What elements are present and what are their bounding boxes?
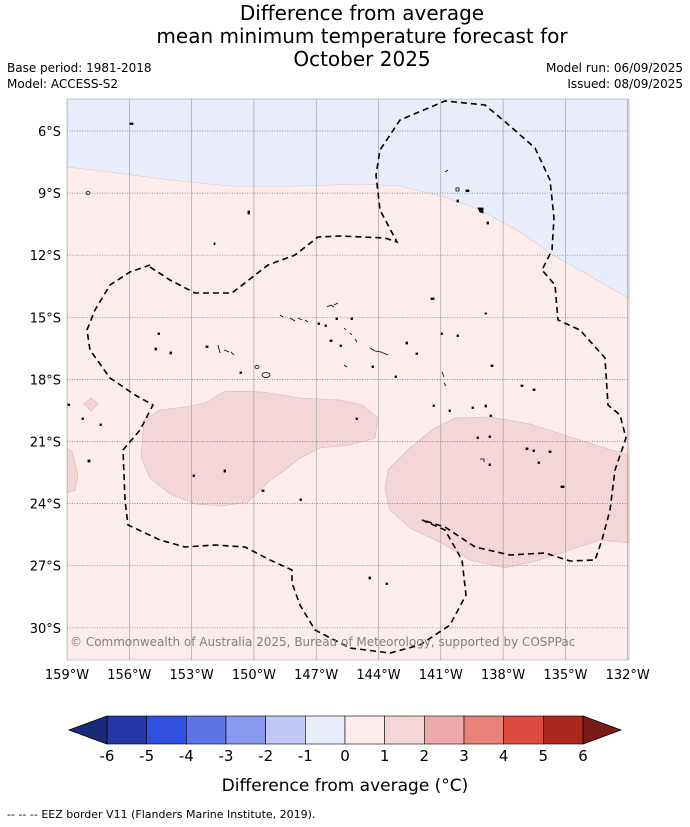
colorbar-tick-label: -5 bbox=[139, 747, 154, 765]
run-info: Model run: 06/09/2025 Issued: 08/09/2025 bbox=[546, 60, 683, 92]
anomaly-1-to-2-area-small bbox=[83, 397, 99, 412]
colorbar-tick-label: 6 bbox=[578, 747, 588, 765]
model-run-date: Model run: 06/09/2025 bbox=[545, 61, 683, 75]
colorbar-tick-label: 2 bbox=[420, 747, 430, 765]
latitude-label: 30°S bbox=[30, 622, 61, 637]
latitude-label: 21°S bbox=[30, 436, 61, 451]
latitude-labels: 6°S 9°S 12°S 15°S 18°S 21°S 24°S 27°S 30°S bbox=[30, 125, 61, 637]
colorbar-segment bbox=[344, 715, 385, 745]
colorbar-tick-labels: -6 -5 -4 -3 -2 -1 0 1 2 3 4 5 6 bbox=[100, 747, 588, 765]
longitude-label: 141°W bbox=[419, 668, 463, 683]
longitude-label: 138°W bbox=[481, 668, 525, 683]
longitude-label: 147°W bbox=[294, 668, 338, 683]
eez-legend-line-sample: -- -- -- bbox=[7, 808, 42, 821]
colorbar-segment bbox=[543, 715, 584, 745]
colorbar: -6 -5 -4 -3 -2 -1 0 1 2 3 4 5 6 Difference from aver… bbox=[67, 715, 623, 796]
eez-legend: -- -- -- EEZ border V11 (Flanders Marine… bbox=[7, 808, 315, 821]
latitude-label: 27°S bbox=[30, 560, 61, 575]
colorbar-segments bbox=[106, 715, 584, 745]
colorbar-low-extension bbox=[67, 715, 108, 745]
colorbar-tick-label: 1 bbox=[380, 747, 390, 765]
latitude-label: 9°S bbox=[38, 187, 61, 202]
colorbar-tick-label: -4 bbox=[179, 747, 194, 765]
colorbar-tick-label: -3 bbox=[219, 747, 234, 765]
colorbar-segment bbox=[503, 715, 544, 745]
anomaly-1-to-2-area-edge bbox=[67, 447, 79, 494]
title-line-1: Difference from average bbox=[239, 1, 485, 25]
anomaly-1-to-2-area-west bbox=[140, 390, 379, 507]
issued-date: Issued: 08/09/2025 bbox=[567, 77, 683, 91]
colorbar-segment bbox=[424, 715, 465, 745]
latitude-label: 12°S bbox=[30, 249, 61, 264]
base-period: Base period: 1981-2018 bbox=[7, 61, 152, 75]
longitude-labels: 159°W 156°W 153°W 150°W 147°W 144°W 141°W 138°W… bbox=[45, 668, 650, 683]
anomaly-neg1-to-0-area bbox=[67, 99, 629, 299]
colorbar-segment bbox=[463, 715, 504, 745]
colorbar-title: Difference from average (°C) bbox=[222, 776, 469, 796]
title-line-2: mean minimum temperature forecast for bbox=[156, 24, 568, 48]
map-title: Difference from average mean minimum tem… bbox=[0, 2, 690, 71]
colorbar-tick-label: -2 bbox=[258, 747, 273, 765]
colorbar-tick-label: 5 bbox=[539, 747, 549, 765]
longitude-label: 153°W bbox=[170, 668, 214, 683]
colorbar-tick-label: -6 bbox=[100, 747, 115, 765]
colorbar-high-extension bbox=[582, 715, 623, 745]
colorbar-segment bbox=[186, 715, 227, 745]
title-line-3: October 2025 bbox=[293, 47, 431, 71]
island-markers bbox=[67, 122, 565, 585]
latitude-label: 15°S bbox=[30, 311, 61, 326]
longitude-label: 156°W bbox=[107, 668, 151, 683]
longitude-label: 150°W bbox=[232, 668, 276, 683]
model-info: Base period: 1981-2018 Model: ACCESS-S2 bbox=[7, 60, 152, 92]
model-name: Model: ACCESS-S2 bbox=[7, 77, 119, 91]
colorbar-tick-label: 3 bbox=[459, 747, 469, 765]
eez-border-french-polynesia bbox=[149, 100, 627, 562]
eez-legend-text: EEZ border V11 (Flanders Marine Institut… bbox=[41, 808, 316, 821]
latitude-gridlines bbox=[67, 130, 629, 629]
longitude-label: 132°W bbox=[606, 668, 650, 683]
latitude-label: 6°S bbox=[38, 125, 61, 140]
colorbar-segment bbox=[106, 715, 147, 745]
colorbar-tick-label: 4 bbox=[499, 747, 509, 765]
longitude-label: 144°W bbox=[356, 668, 400, 683]
longitude-gridlines bbox=[67, 99, 629, 660]
colorbar-segment bbox=[225, 715, 266, 745]
colorbar-tick-label: -1 bbox=[298, 747, 313, 765]
eez-border-pitcairn bbox=[86, 264, 467, 654]
longitude-label: 159°W bbox=[45, 668, 89, 683]
copyright-notice: © Commonwealth of Australia 2025, Bureau… bbox=[70, 635, 575, 649]
colorbar-tick-label: 0 bbox=[340, 747, 350, 765]
map-frame bbox=[66, 98, 630, 661]
colorbar-segment bbox=[305, 715, 346, 745]
colorbar-segment bbox=[146, 715, 187, 745]
longitude-label: 135°W bbox=[543, 668, 587, 683]
colorbar-segment bbox=[265, 715, 306, 745]
map-panel: © Commonwealth of Australia 2025, Bureau… bbox=[67, 99, 629, 660]
colorbar-segment bbox=[384, 715, 425, 745]
latitude-label: 24°S bbox=[30, 498, 61, 513]
latitude-label: 18°S bbox=[30, 373, 61, 388]
